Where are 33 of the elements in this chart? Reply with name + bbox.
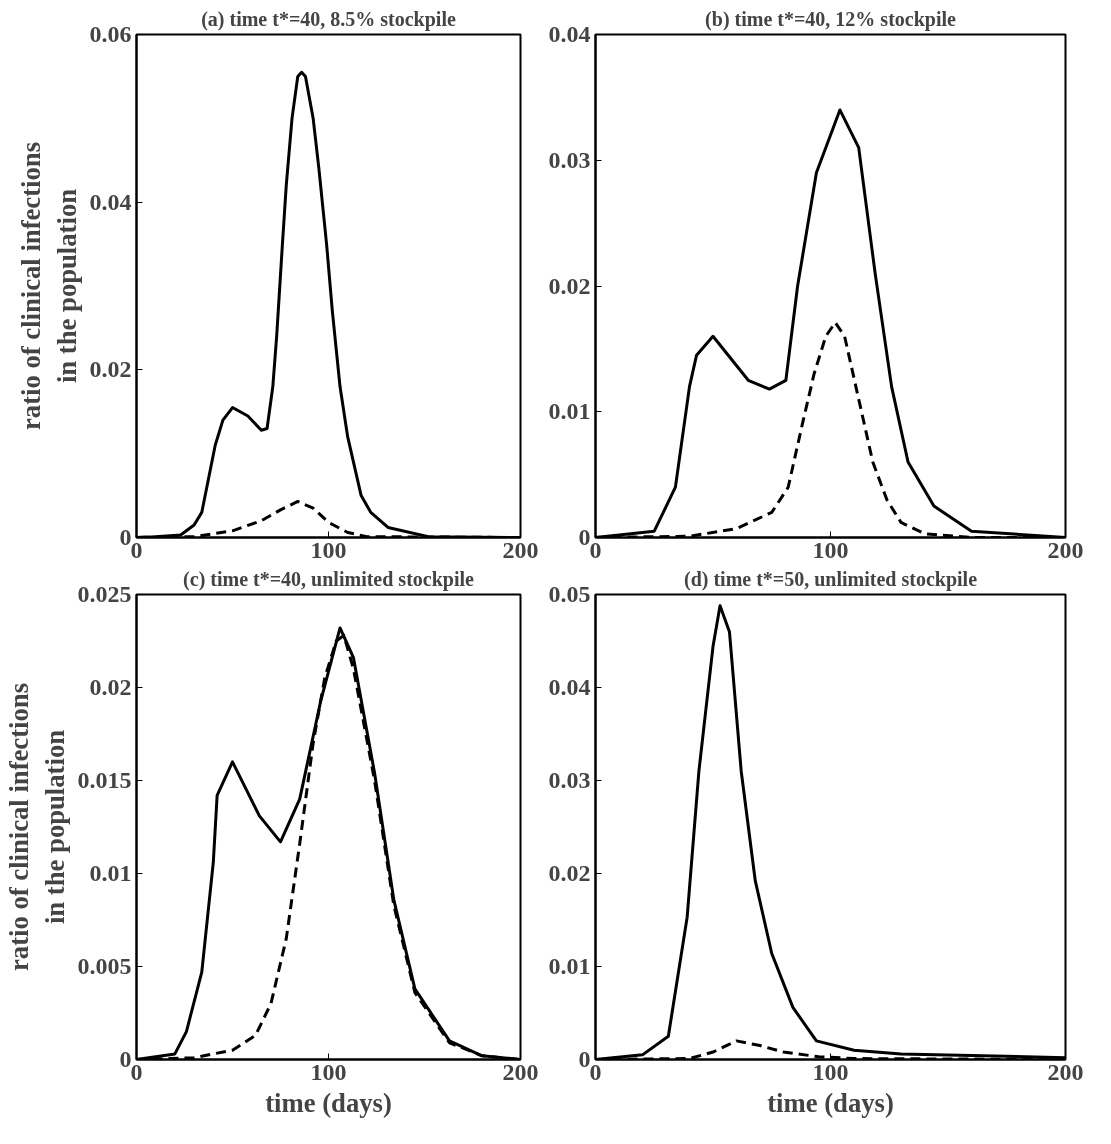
y-tick-label: 0.025 bbox=[77, 581, 132, 607]
y-tick-label: 0.015 bbox=[77, 767, 132, 793]
x-axis-title: time (days) bbox=[767, 1087, 894, 1118]
y-tick-label: 0.01 bbox=[89, 860, 132, 886]
x-tick-label: 100 bbox=[310, 1058, 347, 1085]
x-tick-label: 100 bbox=[812, 1058, 849, 1085]
chart-title: (b) time t*=40, 12% stockpile bbox=[705, 7, 957, 31]
y-tick-label: 0.02 bbox=[548, 860, 591, 886]
y-tick-label: 0.03 bbox=[548, 767, 591, 793]
x-tick-label: 100 bbox=[812, 536, 849, 563]
y-tick-label: 0.02 bbox=[89, 674, 132, 700]
y-tick-label: 0.05 bbox=[548, 581, 591, 607]
chart-title: (d) time t*=50, unlimited stockpile bbox=[683, 567, 978, 591]
chart-title: (c) time t*=40, unlimited stockpile bbox=[183, 567, 475, 591]
y-tick-label: 0.01 bbox=[548, 953, 591, 979]
x-tick-label: 100 bbox=[310, 536, 347, 563]
x-tick-label: 200 bbox=[502, 1058, 539, 1085]
y-tick-label: 0.04 bbox=[548, 21, 591, 47]
y-axis-title: ratio of clinical infections in the population bbox=[3, 682, 70, 971]
y-tick-label: 0.005 bbox=[77, 953, 132, 979]
y-tick-label: 0.02 bbox=[89, 356, 132, 383]
y-tick-label: 0.02 bbox=[548, 272, 591, 299]
y-axis-title: ratio of clinical infections in the population bbox=[15, 141, 82, 430]
x-tick-label: 200 bbox=[502, 536, 539, 563]
y-tick-label: 0.03 bbox=[548, 146, 591, 173]
y-tick-label: 0.06 bbox=[89, 21, 132, 47]
y-tick-label: 0.01 bbox=[548, 398, 591, 425]
x-tick-label: 200 bbox=[1047, 1058, 1084, 1085]
y-tick-label: 0.04 bbox=[548, 674, 591, 700]
x-tick-label: 200 bbox=[1047, 536, 1084, 563]
x-axis-title: time (days) bbox=[265, 1087, 392, 1118]
y-tick-label: 0.04 bbox=[89, 188, 132, 215]
chart-title: (a) time t*=40, 8.5% stockpile bbox=[201, 7, 456, 31]
